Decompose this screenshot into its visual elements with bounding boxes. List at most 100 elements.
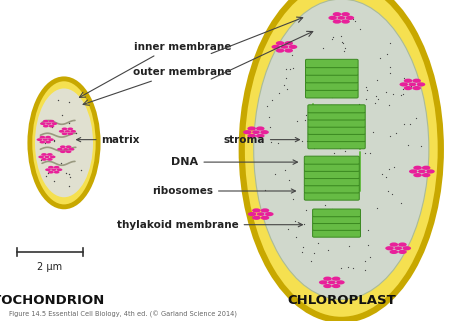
FancyBboxPatch shape [305,82,358,91]
Ellipse shape [390,250,398,254]
Ellipse shape [323,284,332,288]
Ellipse shape [346,16,354,20]
Ellipse shape [413,166,422,170]
Ellipse shape [413,173,422,177]
Ellipse shape [41,153,47,156]
Text: matrix: matrix [76,134,140,145]
Text: 2 μm: 2 μm [37,262,63,272]
Ellipse shape [402,246,411,250]
Text: outer membrane: outer membrane [133,67,232,77]
Ellipse shape [48,138,54,141]
Text: ribosomes: ribosomes [152,186,295,196]
Ellipse shape [40,122,46,125]
Ellipse shape [67,127,73,130]
Ellipse shape [404,79,412,83]
FancyBboxPatch shape [305,90,358,98]
Ellipse shape [261,208,269,213]
Text: stroma: stroma [223,134,300,145]
Ellipse shape [252,216,261,220]
Ellipse shape [60,145,66,148]
Ellipse shape [412,86,421,90]
FancyBboxPatch shape [313,209,360,217]
FancyBboxPatch shape [313,230,360,237]
Ellipse shape [43,138,48,141]
Ellipse shape [289,45,297,49]
Ellipse shape [412,79,421,83]
Ellipse shape [281,45,288,49]
Ellipse shape [46,122,51,125]
FancyBboxPatch shape [304,170,359,178]
Ellipse shape [59,130,64,133]
FancyBboxPatch shape [304,178,359,186]
Ellipse shape [47,158,53,161]
Text: Figure 14.5 Essential Cell Biology, 4th ed. (© Garland Science 2014): Figure 14.5 Essential Cell Biology, 4th … [9,310,237,317]
Ellipse shape [409,169,418,174]
Ellipse shape [252,130,260,134]
Ellipse shape [35,89,93,197]
Ellipse shape [332,277,340,281]
Ellipse shape [242,0,441,320]
FancyBboxPatch shape [313,223,360,230]
Ellipse shape [57,148,63,151]
Ellipse shape [417,82,425,87]
Text: DNA: DNA [171,157,298,167]
Ellipse shape [60,150,66,153]
Ellipse shape [39,136,45,139]
Ellipse shape [284,48,293,53]
Ellipse shape [385,246,394,250]
FancyBboxPatch shape [308,134,365,142]
Ellipse shape [332,284,340,288]
Ellipse shape [48,171,54,174]
Ellipse shape [38,155,44,158]
Ellipse shape [422,166,430,170]
Ellipse shape [248,212,256,216]
Ellipse shape [426,169,435,174]
Ellipse shape [276,41,284,45]
Ellipse shape [394,247,402,250]
FancyBboxPatch shape [304,163,359,171]
Ellipse shape [404,86,412,90]
Ellipse shape [45,168,51,171]
Ellipse shape [41,158,47,161]
Ellipse shape [276,48,284,53]
Ellipse shape [252,208,261,213]
Ellipse shape [43,125,49,127]
Ellipse shape [319,280,328,284]
Ellipse shape [47,153,53,156]
Ellipse shape [56,168,63,171]
Ellipse shape [45,156,49,158]
Ellipse shape [323,277,332,281]
Ellipse shape [257,212,264,216]
Ellipse shape [65,130,70,133]
FancyBboxPatch shape [308,119,365,127]
FancyBboxPatch shape [305,67,358,75]
FancyBboxPatch shape [304,192,359,200]
FancyBboxPatch shape [305,59,358,68]
Ellipse shape [333,12,341,16]
Ellipse shape [328,16,337,20]
Ellipse shape [341,12,350,16]
Ellipse shape [409,82,416,86]
Ellipse shape [398,242,407,247]
Ellipse shape [256,126,264,131]
Ellipse shape [422,173,430,177]
Ellipse shape [62,132,67,135]
Ellipse shape [336,280,345,284]
Text: CHLOROPLAST: CHLOROPLAST [287,294,396,307]
Ellipse shape [30,79,98,207]
FancyBboxPatch shape [313,216,360,223]
Ellipse shape [48,166,54,169]
Ellipse shape [256,134,264,138]
Ellipse shape [243,130,252,134]
Ellipse shape [400,82,408,87]
FancyBboxPatch shape [308,112,365,120]
FancyBboxPatch shape [304,185,359,193]
Ellipse shape [36,138,42,141]
Ellipse shape [49,125,55,127]
Ellipse shape [51,169,56,171]
FancyBboxPatch shape [308,126,365,134]
FancyBboxPatch shape [305,74,358,83]
Ellipse shape [45,136,51,139]
FancyBboxPatch shape [308,141,365,149]
Ellipse shape [418,169,426,173]
